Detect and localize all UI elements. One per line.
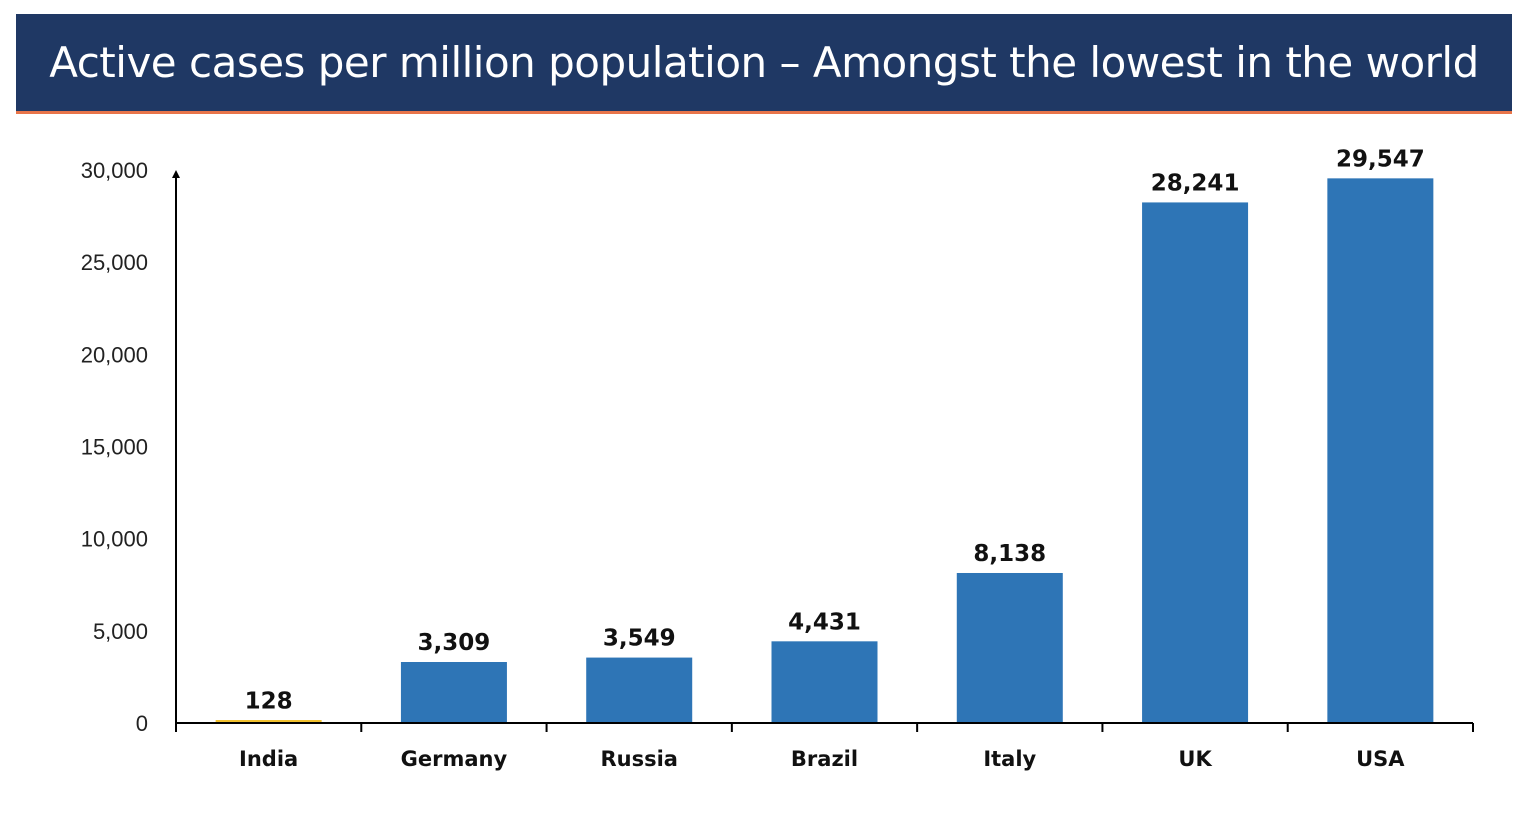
axes xyxy=(172,170,1474,732)
bar-usa xyxy=(1327,178,1434,724)
x-tick-label: Germany xyxy=(401,747,508,771)
y-tick-label: 20,000 xyxy=(81,342,148,367)
x-tick-label: Italy xyxy=(983,747,1036,771)
bar-germany xyxy=(400,662,507,723)
bar-india xyxy=(215,720,322,723)
x-axis-labels: India Germany Russia Brazil Italy UK USA xyxy=(239,747,1405,771)
bars xyxy=(215,178,1434,724)
bar-brazil xyxy=(771,641,878,723)
data-label: 28,241 xyxy=(1151,170,1240,196)
y-tick-label: 15,000 xyxy=(81,435,148,460)
data-label: 3,549 xyxy=(603,626,676,652)
y-axis-ticks: 0 5,000 10,000 15,000 20,000 25,000 30,000 xyxy=(81,158,148,736)
y-tick-label: 25,000 xyxy=(81,250,148,275)
data-label: 8,138 xyxy=(973,541,1046,567)
data-label: 3,309 xyxy=(418,630,491,656)
x-tick-label: Brazil xyxy=(791,747,858,771)
x-tick-label: Russia xyxy=(600,747,678,771)
y-tick-label: 5,000 xyxy=(93,619,148,644)
data-label: 4,431 xyxy=(788,609,861,635)
data-label: 29,547 xyxy=(1336,146,1425,172)
bar-italy xyxy=(956,572,1063,723)
bar-uk xyxy=(1142,202,1249,723)
y-tick-label: 30,000 xyxy=(81,158,148,183)
x-tick-label: India xyxy=(239,747,298,771)
data-label: 128 xyxy=(245,689,293,715)
title-banner: Active cases per million population – Am… xyxy=(16,14,1512,114)
y-tick-label: 10,000 xyxy=(81,527,148,552)
y-axis-arrow xyxy=(172,170,180,178)
x-tick-label: USA xyxy=(1356,747,1405,771)
bar-russia xyxy=(586,657,693,723)
data-labels: 128 3,309 3,549 4,431 8,138 28,241 29,547 xyxy=(245,146,1425,714)
y-tick-label: 0 xyxy=(136,711,148,736)
page-title: Active cases per million population – Am… xyxy=(49,38,1479,87)
x-tick-label: UK xyxy=(1178,747,1212,771)
